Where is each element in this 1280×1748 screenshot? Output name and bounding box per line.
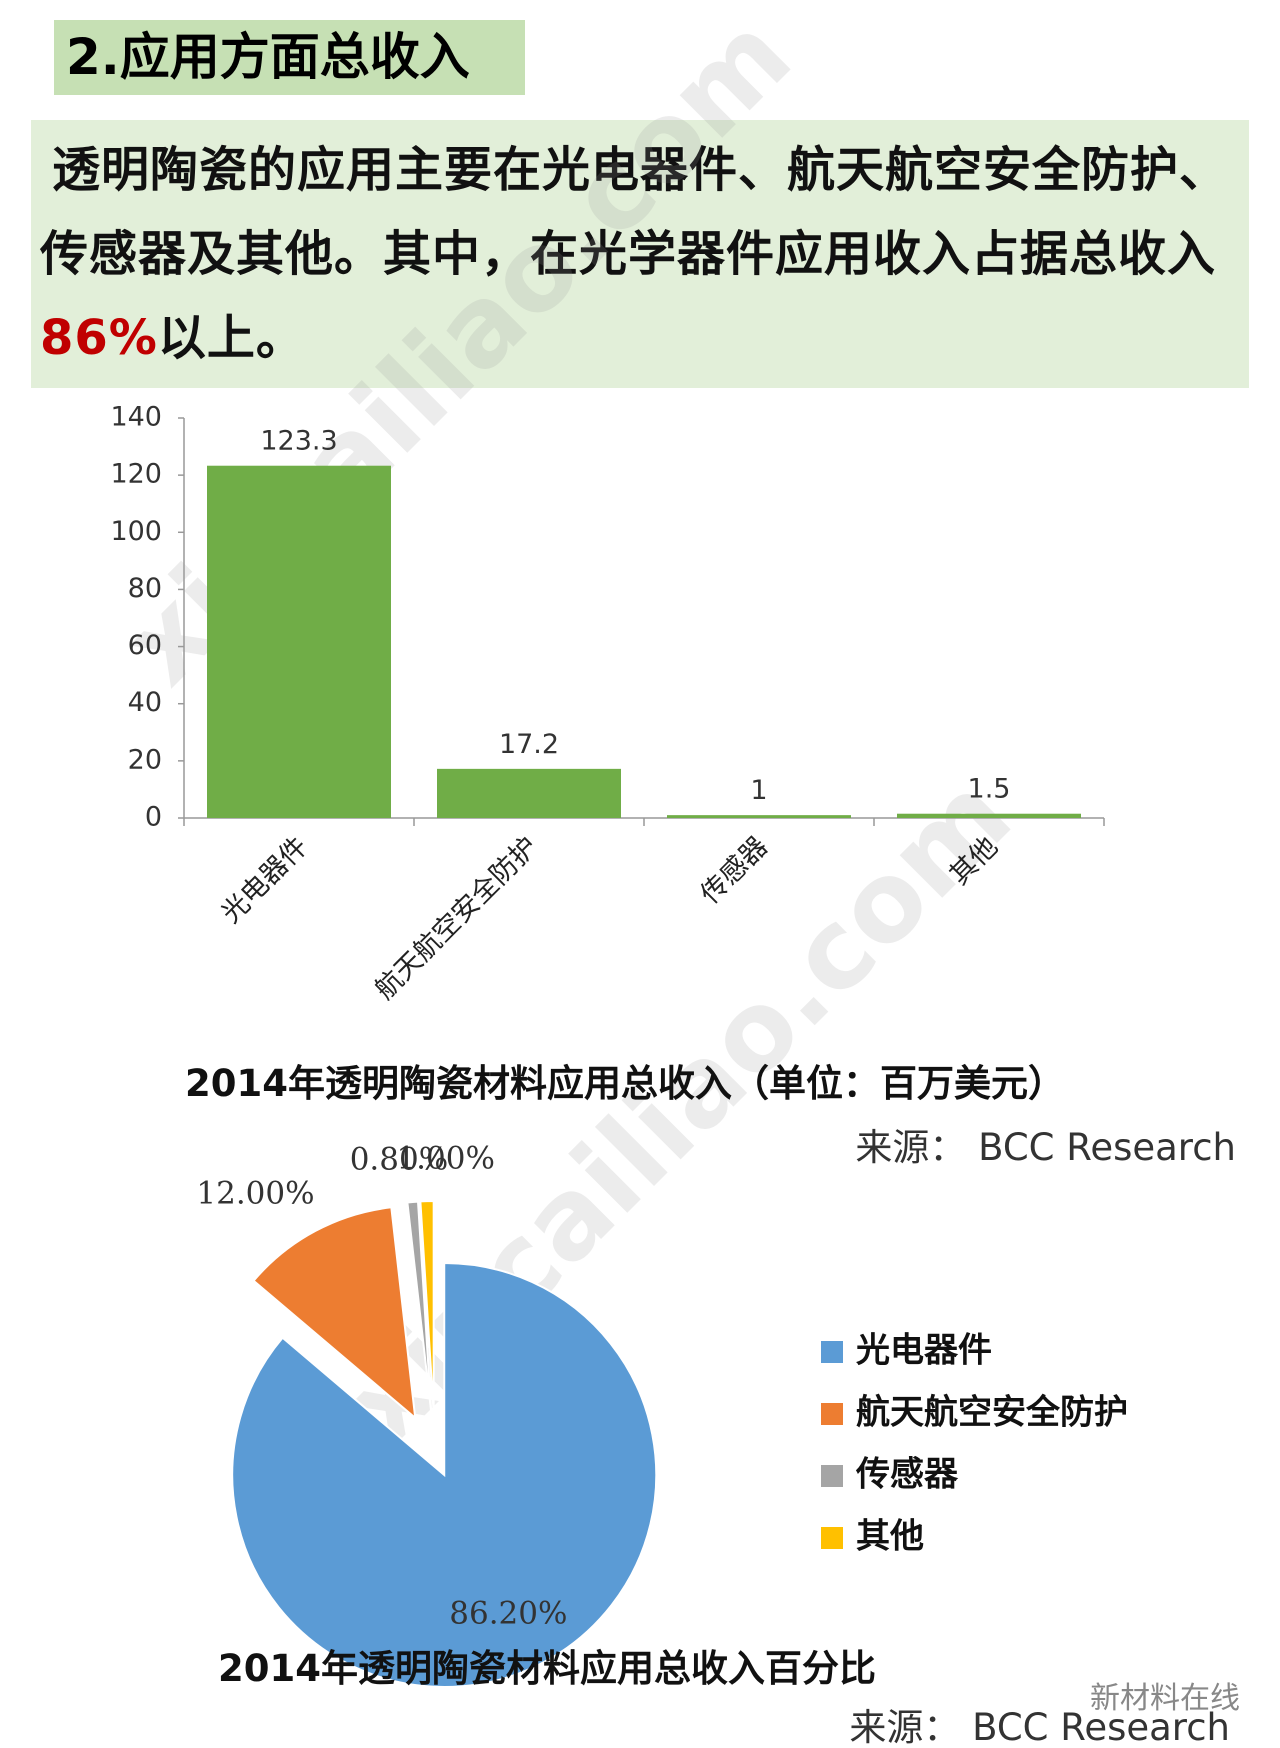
pie-slice xyxy=(231,1261,658,1688)
pie-slice xyxy=(406,1200,433,1414)
y-tick-label: 140 xyxy=(110,402,162,433)
y-tick-label: 60 xyxy=(128,630,162,661)
pie-value-label: 1.00% xyxy=(396,1141,494,1177)
value-label: 17.2 xyxy=(499,729,559,760)
legend-label: 其他 xyxy=(856,1517,924,1557)
pie-slice xyxy=(252,1206,417,1421)
y-tick-label: 0 xyxy=(145,802,162,833)
value-label: 123.3 xyxy=(260,426,337,457)
legend-label: 光电器件 xyxy=(856,1331,992,1371)
y-tick-label: 100 xyxy=(110,516,162,547)
value-label: 1 xyxy=(750,775,767,806)
y-tick-label: 120 xyxy=(110,459,162,490)
section-title: 2.应用方面总收入 xyxy=(54,20,525,95)
value-label: 1.5 xyxy=(968,774,1011,805)
pie-value-label: 12.00% xyxy=(196,1175,314,1211)
x-tick-label: 航天航空安全防护 xyxy=(369,831,544,1006)
bar xyxy=(437,768,621,818)
chart-source: 来源： BCC Research xyxy=(855,1126,1236,1169)
legend-swatch xyxy=(821,1403,843,1425)
y-tick-label: 40 xyxy=(128,687,162,718)
bar xyxy=(897,813,1081,818)
legend-swatch xyxy=(821,1465,843,1487)
pie-value-label: 0.80% xyxy=(350,1142,448,1178)
x-tick-label: 传感器 xyxy=(695,831,774,910)
highlight: 86% xyxy=(40,310,158,366)
bar xyxy=(207,465,391,818)
paragraph-text: 以上。 xyxy=(157,310,305,366)
y-tick-label: 20 xyxy=(128,744,162,775)
chart-title: 2014年透明陶瓷材料应用总收入（单位：百万美元） xyxy=(185,1062,1065,1105)
summary-paragraph: 透明陶瓷的应用主要在光电器件、航天航空安全防护、传感器及其他。其中，在光学器件应… xyxy=(31,120,1249,388)
chart-title: 2014年透明陶瓷材料应用总收入百分比 xyxy=(218,1647,876,1690)
pie-value-label: 86.20% xyxy=(449,1595,567,1631)
pie-slice xyxy=(419,1200,435,1414)
y-tick-label: 80 xyxy=(128,573,162,604)
legend-swatch xyxy=(821,1341,843,1363)
paragraph-text: 透明陶瓷的应用主要在光电器件、航天航空安全防护、传感器及其他。其中，在光学器件应… xyxy=(40,142,1229,282)
legend-swatch xyxy=(821,1527,843,1549)
legend-label: 航天航空安全防护 xyxy=(856,1393,1128,1433)
chart-source: 来源： BCC Research xyxy=(849,1706,1230,1748)
watermark: xincailiao.com xyxy=(98,0,815,708)
x-tick-label: 光电器件 xyxy=(216,831,314,929)
legend-label: 传感器 xyxy=(855,1455,959,1495)
bar xyxy=(667,815,851,818)
footer-brand: 新材料在线 xyxy=(1090,1681,1240,1716)
